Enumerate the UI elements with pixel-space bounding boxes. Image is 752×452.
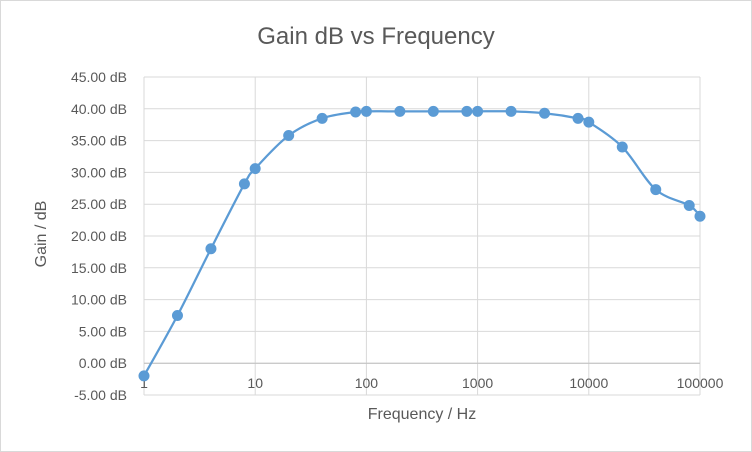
data-point [650, 184, 662, 196]
y-tick-label: 20.00 dB [71, 228, 127, 244]
y-tick-label: 10.00 dB [71, 292, 127, 308]
x-tick-label: 1 [140, 375, 148, 391]
y-tick-label: 15.00 dB [71, 260, 127, 276]
x-tick-label: 10 [247, 375, 263, 391]
data-point [505, 105, 517, 117]
y-tick-label: 25.00 dB [71, 196, 127, 212]
data-point [427, 105, 439, 117]
data-point [616, 141, 628, 153]
data-point [205, 243, 217, 255]
data-point [539, 107, 551, 119]
data-point [350, 106, 362, 118]
data-point [694, 210, 706, 222]
data-point [583, 116, 595, 128]
x-axis-title: Frequency / Hz [368, 406, 476, 423]
chart-title: Gain dB vs Frequency [257, 23, 494, 50]
data-point [461, 105, 473, 117]
x-tick-label: 1000 [462, 375, 493, 391]
y-tick-label: -5.00 dB [74, 387, 127, 403]
data-point [394, 105, 406, 117]
y-tick-label: 45.00 dB [71, 69, 127, 85]
series-markers [138, 105, 706, 382]
data-point [238, 178, 250, 190]
y-tick-labels: -5.00 dB 0.00 dB 5.00 dB 10.00 dB 15.00 dB 20… [71, 69, 127, 403]
data-point [472, 105, 484, 117]
x-tick-labels: 1 10 100 1000 10000 100000 [140, 375, 723, 391]
data-point [683, 199, 695, 211]
data-point [360, 105, 372, 117]
data-point [138, 370, 150, 382]
data-point [283, 130, 295, 142]
x-tick-label: 100 [355, 375, 379, 391]
data-point [249, 163, 261, 175]
y-axis-title: Gain / dB [33, 201, 50, 268]
x-tick-label: 10000 [569, 375, 608, 391]
y-tick-label: 5.00 dB [79, 323, 127, 339]
y-tick-label: 0.00 dB [79, 355, 127, 371]
y-tick-label: 30.00 dB [71, 164, 127, 180]
series-line [143, 110, 701, 377]
y-tick-label: 40.00 dB [71, 101, 127, 117]
y-tick-label: 35.00 dB [71, 133, 127, 149]
x-tick-label: 100000 [677, 375, 724, 391]
data-point [316, 112, 328, 124]
data-point [171, 310, 183, 321]
data-point [572, 112, 584, 124]
gridlines [143, 76, 701, 396]
